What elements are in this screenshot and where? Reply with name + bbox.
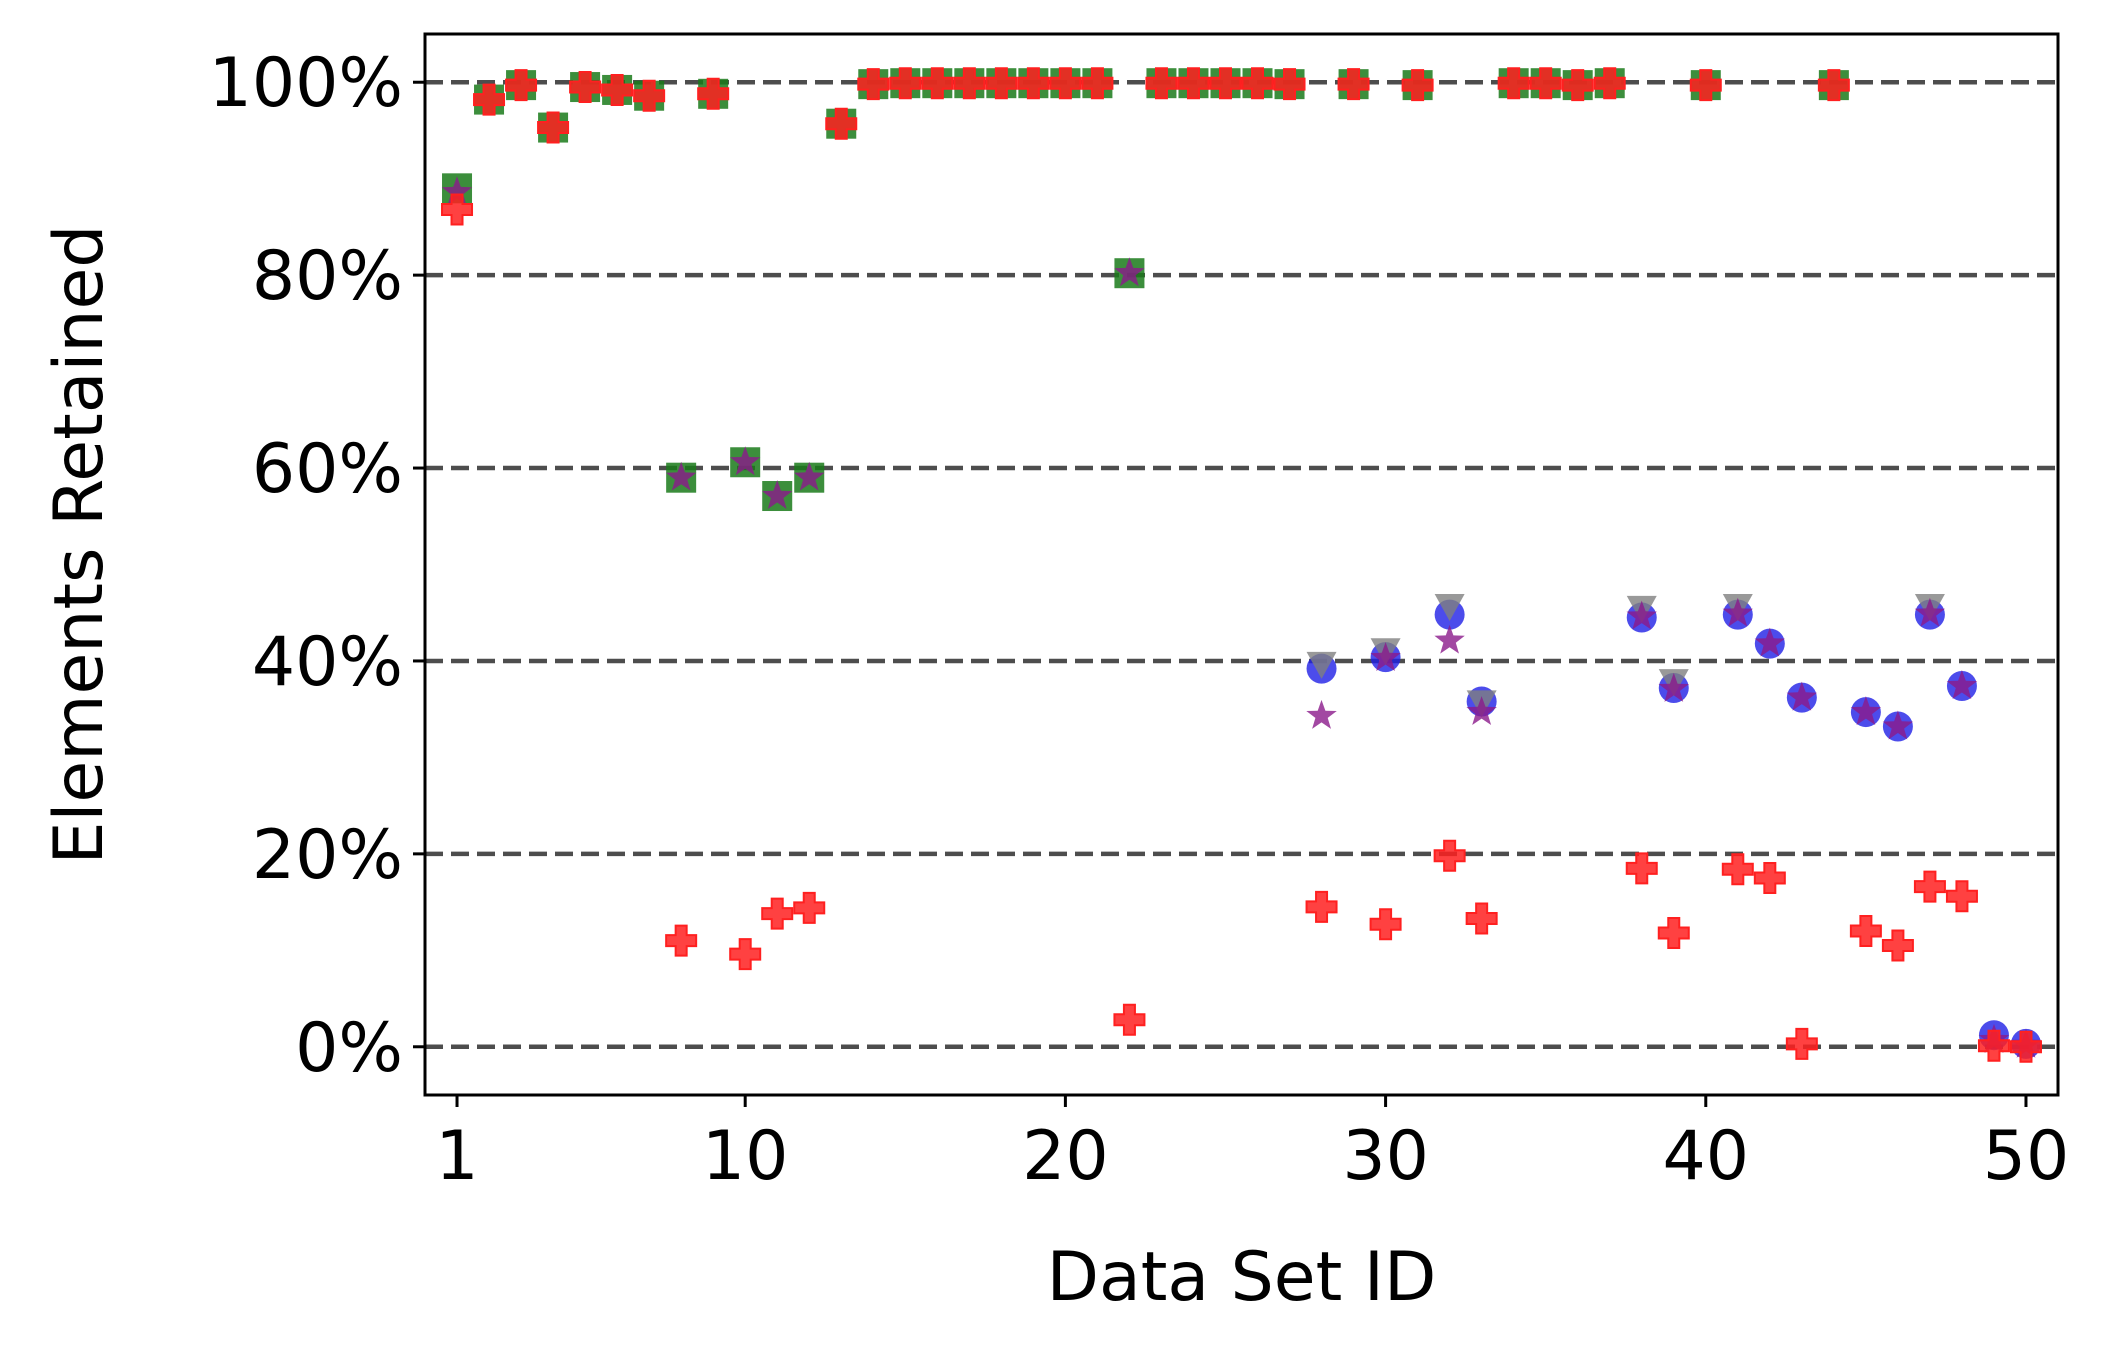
data-point-triangle-down [1434,593,1465,621]
data-point-plus [697,77,730,110]
data-point-star [1626,600,1657,630]
data-point-plus [1369,908,1402,941]
data-point-plus [1753,861,1786,894]
x-axis-label: Data Set ID [1047,1238,1437,1317]
data-point-plus [985,67,1018,100]
y-tick-label: 100% [209,44,403,123]
data-point-plus [1497,67,1530,100]
data-point-plus [1241,67,1274,100]
data-point-plus [1849,915,1882,948]
data-point-star [1114,257,1145,287]
data-point-plus [953,67,986,100]
data-point-star [794,461,825,491]
data-point-plus [1593,67,1626,100]
data-point-star [665,461,697,491]
data-point-plus [1977,1029,2010,1062]
data-point-plus [1945,880,1978,913]
data-point-plus [889,67,922,100]
data-point-star [1882,710,1914,740]
data-point-plus [1273,68,1306,101]
data-point-plus [1465,902,1498,935]
data-point-plus [537,111,570,144]
x-tick-label: 20 [1022,1117,1109,1196]
plot-frame [423,32,2060,1097]
x-tick-label: 10 [702,1117,789,1196]
data-point-plus [1337,68,1370,101]
y-tick-label: 80% [252,237,403,316]
data-point-star [1466,696,1497,725]
data-point-star [1306,699,1337,729]
x-tick-label: 50 [1983,1117,2070,1196]
data-point-plus [1209,67,1242,100]
data-point-triangle-down [1306,651,1337,679]
data-point-plus [1817,69,1850,102]
y-tick-label: 60% [252,430,403,509]
data-point-plus [569,71,602,104]
data-point-plus [2009,1030,2042,1063]
data-point-plus [857,68,890,101]
data-point-plus [1913,870,1946,903]
data-point-star [1754,627,1785,657]
x-tick-label: 1 [435,1117,478,1196]
y-tick-label: 20% [252,816,403,895]
data-point-star [1946,670,1978,699]
data-point-plus [1049,67,1082,100]
data-point-plus [1433,839,1466,872]
data-point-plus [665,924,698,957]
x-tick-label: 40 [1663,1117,1750,1196]
data-point-star [1434,624,1465,654]
data-point-plus [473,83,506,116]
data-point-plus [505,69,538,102]
data-point-plus [729,938,762,971]
data-point-star [1658,672,1689,702]
data-point-plus [1689,69,1722,102]
data-point-plus [441,193,474,226]
data-point-star [762,480,793,509]
gridlines [425,79,2058,1050]
data-point-plus [1657,916,1690,949]
data-point-plus [1305,890,1338,923]
data-points [441,67,2042,1063]
data-point-plus [1529,67,1562,100]
data-point-star [1722,597,1753,627]
data-point-star [441,176,473,206]
data-point-plus [825,107,858,140]
y-tick-label: 0% [295,1009,403,1088]
data-point-plus [1145,67,1178,100]
y-axis-label: Elements Retained [40,225,119,865]
data-point-plus [1561,69,1594,102]
data-point-plus [1785,1027,1818,1060]
data-point-plus [1625,852,1658,885]
data-point-plus [1401,69,1434,102]
data-point-plus [1721,853,1754,886]
data-point-star [730,446,761,476]
data-point-plus [1081,67,1114,100]
data-point-star [1914,597,1946,627]
data-point-plus [793,891,826,924]
data-point-star [1786,681,1818,711]
axis-ticks: 1 10 20 30 40 50 0% 20% 40% 60% 80% 100% [209,44,2070,1196]
x-tick-label: 30 [1342,1117,1429,1196]
data-point-star [1370,642,1401,671]
data-point-plus [601,73,634,106]
data-point-plus [1113,1003,1146,1036]
data-point-plus [921,67,954,100]
data-point-star [1850,696,1882,725]
data-point-plus [761,897,794,930]
y-tick-label: 40% [252,623,403,702]
data-point-plus [1177,67,1210,100]
data-point-plus [1017,67,1050,100]
data-point-plus [633,79,666,112]
data-point-plus [1881,929,1914,962]
